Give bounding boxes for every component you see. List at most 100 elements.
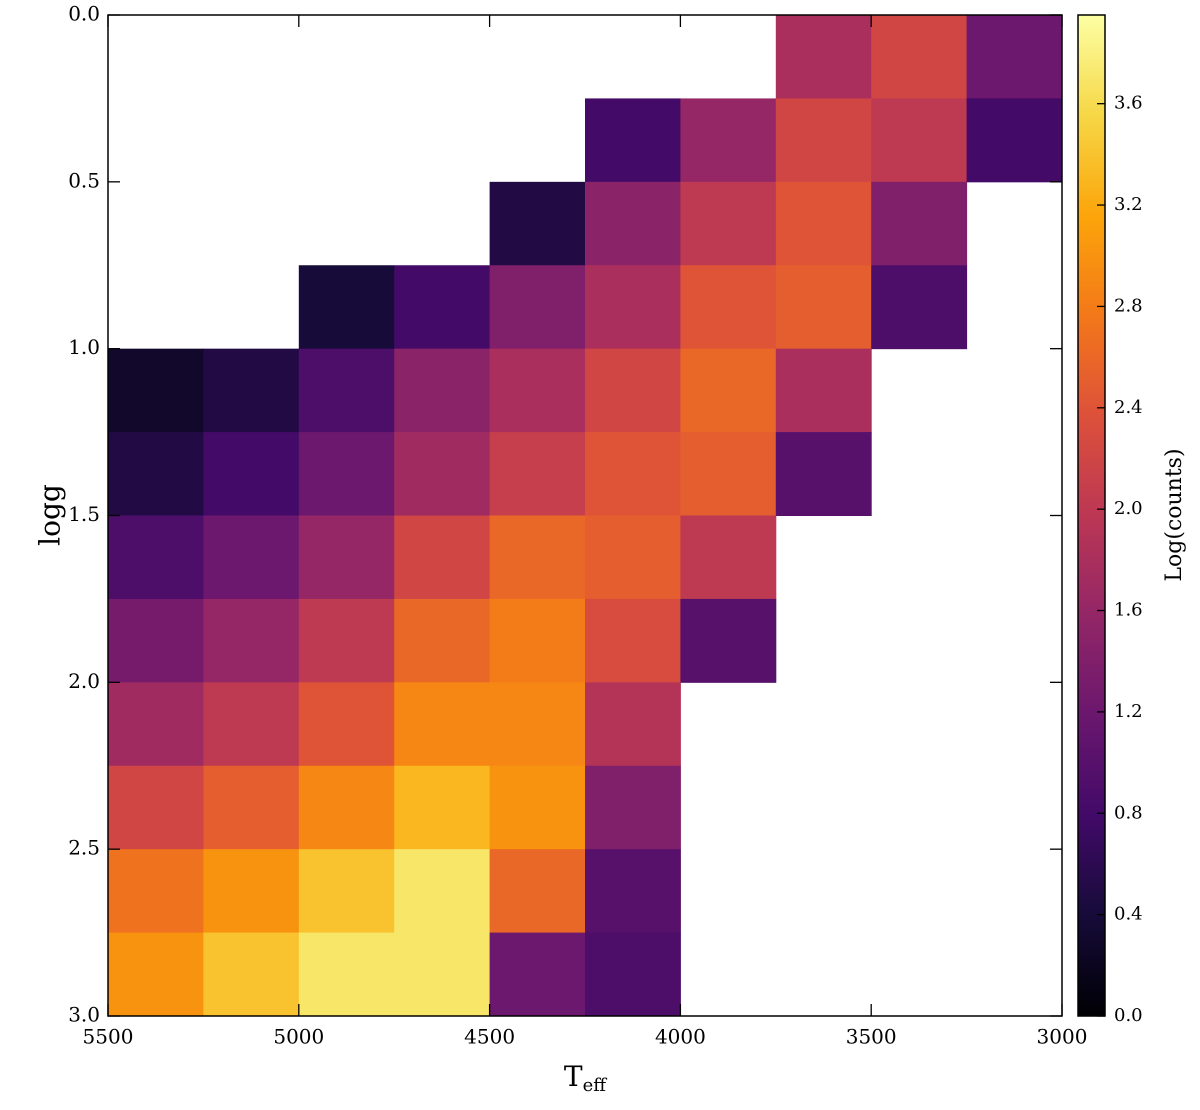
heatmap-cell [585, 849, 681, 934]
heatmap-cell [394, 682, 491, 767]
heatmap-cell [871, 181, 968, 266]
heatmap-cell [394, 765, 491, 850]
colorbar-tick-label: 0.4 [1114, 904, 1143, 925]
heatmap-cell [298, 598, 395, 683]
colorbar-tick-label: 0.8 [1114, 802, 1143, 823]
heatmap-cell [775, 181, 872, 266]
heatmap-cell [108, 765, 204, 850]
heatmap-cell [966, 15, 1063, 99]
x-axis-label: Teff [564, 1060, 607, 1097]
heatmap-cell [680, 265, 777, 350]
colorbar-tick-label: 2.0 [1114, 498, 1143, 519]
heatmap-cell [108, 515, 204, 600]
heatmap-cell [298, 432, 395, 516]
heatmap-cell [585, 181, 681, 266]
heatmap-cell [108, 849, 204, 934]
heatmap-cell [585, 932, 681, 1017]
heatmap-cell [394, 515, 491, 600]
colorbar-tick-label: 0.0 [1114, 1005, 1143, 1026]
heatmap-cell [203, 932, 300, 1017]
heatmap-cell [871, 265, 968, 350]
heatmap-cell [680, 181, 777, 266]
heatmap-cell [108, 682, 204, 767]
heatmap-cell [585, 348, 681, 433]
heatmap-cell [680, 598, 777, 683]
x-tick-label: 5000 [273, 1025, 324, 1049]
y-tick-label: 1.5 [68, 502, 100, 526]
heatmap-cell [585, 598, 681, 683]
heatmap-cell [585, 515, 681, 600]
heatmap-cell [775, 432, 872, 516]
heatmap-cell [298, 348, 395, 433]
heatmap-cell [298, 849, 395, 934]
heatmap-cell [585, 682, 681, 767]
heatmap-cell [585, 432, 681, 516]
heatmap-cell [394, 348, 491, 433]
x-tick-label: 4500 [464, 1025, 515, 1049]
heatmap-cell [203, 515, 300, 600]
colorbar-tick-label: 2.8 [1114, 295, 1143, 316]
y-tick-label: 2.5 [68, 836, 100, 860]
heatmap-cell [108, 932, 204, 1017]
heatmap-cell [489, 932, 586, 1017]
heatmap-cell [489, 348, 586, 433]
heatmap-cell [871, 15, 968, 99]
heatmap-cell [489, 849, 586, 934]
x-axis-label-sub: eff [583, 1075, 608, 1096]
colorbar-tick-label: 1.6 [1114, 600, 1143, 621]
heatmap-cell [394, 849, 491, 934]
heatmap-cell [394, 265, 491, 350]
heatmap-cell [203, 765, 300, 850]
heatmap-cell [680, 515, 777, 600]
colorbar [1078, 15, 1105, 1016]
x-tick-label: 3000 [1037, 1025, 1088, 1049]
x-axis-label-main: T [564, 1060, 583, 1093]
colorbar-tick-label: 2.4 [1114, 397, 1143, 418]
heatmap-cell [203, 598, 300, 683]
x-tick-label: 5500 [83, 1025, 134, 1049]
colorbar-tick-label: 1.2 [1114, 701, 1143, 722]
heatmap-cell [298, 515, 395, 600]
heatmap-cell [680, 432, 777, 516]
x-tick-label: 3500 [846, 1025, 897, 1049]
y-tick-label: 0.0 [68, 2, 100, 26]
heatmap-cell [489, 432, 586, 516]
y-tick-label: 0.5 [68, 168, 100, 192]
heatmap-cell [203, 682, 300, 767]
heatmap-cell [394, 432, 491, 516]
heatmap-cell [489, 598, 586, 683]
heatmap-cell [108, 432, 204, 516]
colorbar-tick-label: 3.6 [1114, 93, 1143, 114]
y-tick-label: 3.0 [68, 1003, 100, 1027]
heatmap-cell [489, 682, 586, 767]
heatmap-cell [585, 265, 681, 350]
heatmap-cells [108, 15, 1063, 1017]
x-tick-label: 4000 [655, 1025, 706, 1049]
heatmap-cell [489, 515, 586, 600]
colorbar-frame [1077, 14, 1106, 1017]
heatmap-cell [298, 682, 395, 767]
heatmap-cell [108, 598, 204, 683]
heatmap-cell [203, 432, 300, 516]
y-tick-label: 2.0 [68, 669, 100, 693]
heatmap-cell [680, 98, 777, 183]
heatmap-cell [108, 348, 204, 433]
heatmap-cell [775, 348, 872, 433]
heatmap-cell [298, 265, 395, 350]
heatmap-cell [585, 98, 681, 183]
heatmap-cell [489, 181, 586, 266]
heatmap-cell [966, 98, 1063, 183]
heatmap-cell [775, 265, 872, 350]
y-axis-label: logg [34, 484, 67, 546]
heatmap-cell [871, 98, 968, 183]
heatmap-cell [489, 765, 586, 850]
heatmap-cell [298, 765, 395, 850]
heatmap-cell [298, 932, 395, 1017]
heatmap-cell [585, 765, 681, 850]
y-tick-label: 1.0 [68, 335, 100, 359]
heatmap-cell [489, 265, 586, 350]
colorbar-label: Log(counts) [1162, 448, 1187, 581]
heatmap-cell [775, 15, 872, 99]
heatmap-cell [394, 598, 491, 683]
heatmap-cell [203, 348, 300, 433]
